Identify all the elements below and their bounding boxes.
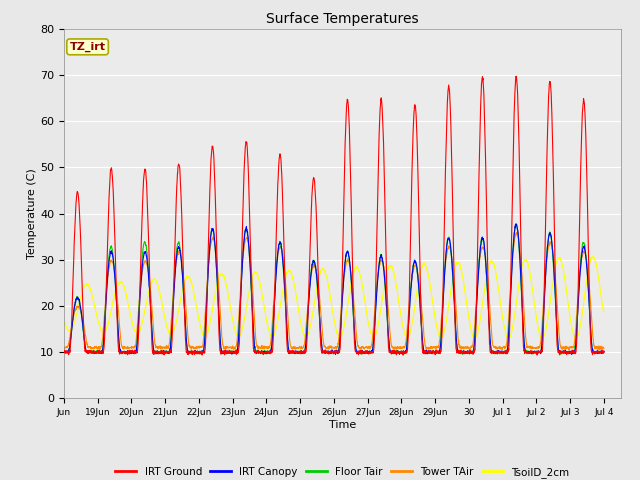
Legend: IRT Ground, IRT Canopy, Floor Tair, Tower TAir, TsoilD_2cm: IRT Ground, IRT Canopy, Floor Tair, Towe…	[111, 463, 573, 480]
Y-axis label: Temperature (C): Temperature (C)	[28, 168, 37, 259]
X-axis label: Time: Time	[329, 420, 356, 430]
Title: Surface Temperatures: Surface Temperatures	[266, 12, 419, 26]
Text: TZ_irt: TZ_irt	[70, 42, 106, 52]
